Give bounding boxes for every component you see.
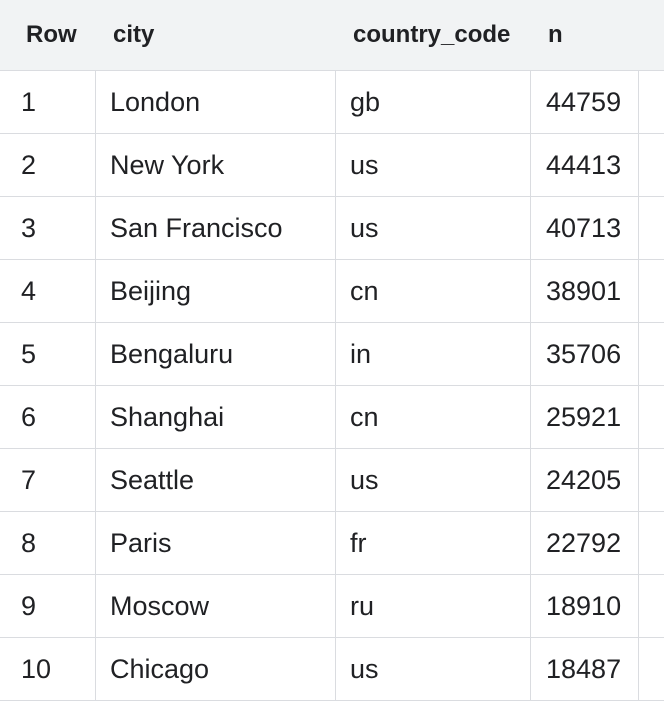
cell-row-number: 8 bbox=[21, 527, 37, 558]
cell-country-code: fr bbox=[335, 512, 530, 574]
cell-country-code: us bbox=[335, 134, 530, 196]
cell-row-number: 5 bbox=[21, 338, 37, 369]
cell-country-code: cn bbox=[335, 386, 530, 448]
cell-city: Moscow bbox=[95, 575, 335, 637]
cell-city: Bengaluru bbox=[95, 323, 335, 385]
table-row[interactable]: 3 San Francisco us 40713 bbox=[0, 197, 664, 260]
table-header-row: Row city country_code n bbox=[0, 0, 664, 71]
cell-country-code: cn bbox=[335, 260, 530, 322]
cell-n: 22792 bbox=[530, 512, 638, 574]
table-row[interactable]: 4 Beijing cn 38901 bbox=[0, 260, 664, 323]
cell-row-number: 6 bbox=[21, 401, 37, 432]
cell-filler bbox=[638, 134, 664, 196]
column-header-country-code[interactable]: country_code bbox=[353, 21, 511, 48]
cell-n: 18910 bbox=[530, 575, 638, 637]
cell-city: Shanghai bbox=[95, 386, 335, 448]
cell-n: 44413 bbox=[530, 134, 638, 196]
cell-n: 38901 bbox=[530, 260, 638, 322]
cell-city: Paris bbox=[95, 512, 335, 574]
cell-row-number: 3 bbox=[21, 212, 37, 243]
cell-country-code: ru bbox=[335, 575, 530, 637]
cell-row-number: 9 bbox=[21, 590, 37, 621]
cell-row-number: 7 bbox=[21, 464, 37, 495]
column-header-city[interactable]: city bbox=[113, 21, 155, 48]
cell-filler bbox=[638, 386, 664, 448]
cell-filler bbox=[638, 323, 664, 385]
cell-filler bbox=[638, 260, 664, 322]
cell-n: 44759 bbox=[530, 71, 638, 133]
table-row[interactable]: 6 Shanghai cn 25921 bbox=[0, 386, 664, 449]
cell-row-number: 1 bbox=[21, 86, 37, 117]
cell-n: 35706 bbox=[530, 323, 638, 385]
table-row[interactable]: 8 Paris fr 22792 bbox=[0, 512, 664, 575]
table-row[interactable]: 7 Seattle us 24205 bbox=[0, 449, 664, 512]
cell-filler bbox=[638, 71, 664, 133]
cell-country-code: us bbox=[335, 449, 530, 511]
table-row[interactable]: 5 Bengaluru in 35706 bbox=[0, 323, 664, 386]
cell-city: Seattle bbox=[95, 449, 335, 511]
cell-city: Beijing bbox=[95, 260, 335, 322]
cell-city: London bbox=[95, 71, 335, 133]
cell-country-code: in bbox=[335, 323, 530, 385]
cell-country-code: us bbox=[335, 197, 530, 259]
cell-row-number: 2 bbox=[21, 149, 37, 180]
cell-row-number: 10 bbox=[21, 653, 52, 684]
column-header-row[interactable]: Row bbox=[26, 21, 77, 48]
cell-filler bbox=[638, 512, 664, 574]
cell-city: San Francisco bbox=[95, 197, 335, 259]
cell-row-number: 4 bbox=[21, 275, 37, 306]
cell-country-code: us bbox=[335, 638, 530, 700]
cell-filler bbox=[638, 575, 664, 637]
table-row[interactable]: 9 Moscow ru 18910 bbox=[0, 575, 664, 638]
table-row[interactable]: 10 Chicago us 18487 bbox=[0, 638, 664, 701]
cell-n: 18487 bbox=[530, 638, 638, 700]
cell-country-code: gb bbox=[335, 71, 530, 133]
table-row[interactable]: 2 New York us 44413 bbox=[0, 134, 664, 197]
cell-city: New York bbox=[95, 134, 335, 196]
cell-city: Chicago bbox=[95, 638, 335, 700]
cell-filler bbox=[638, 638, 664, 700]
cell-n: 25921 bbox=[530, 386, 638, 448]
table-row[interactable]: 1 London gb 44759 bbox=[0, 71, 664, 134]
cell-n: 40713 bbox=[530, 197, 638, 259]
cell-n: 24205 bbox=[530, 449, 638, 511]
cell-filler bbox=[638, 449, 664, 511]
cell-filler bbox=[638, 197, 664, 259]
column-header-n[interactable]: n bbox=[548, 21, 563, 48]
